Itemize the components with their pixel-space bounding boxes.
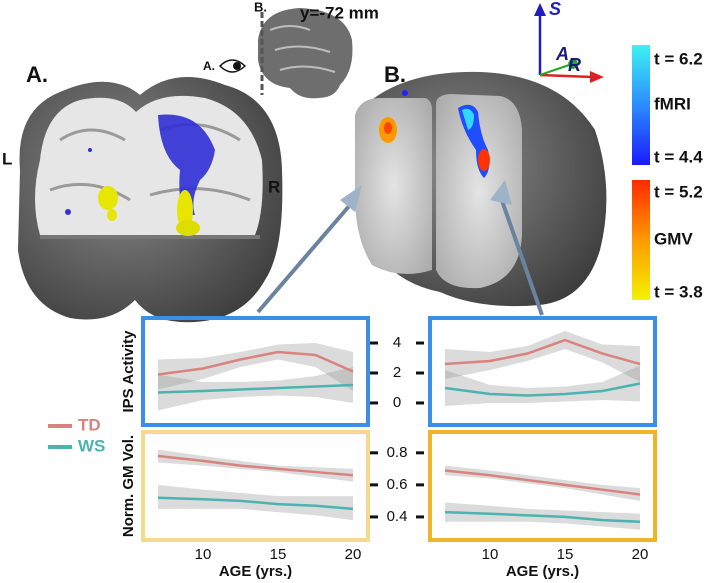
brain-b bbox=[256, 71, 607, 316]
x-tick-label: 10 bbox=[195, 546, 212, 563]
x-axis-label: AGE (yrs.) bbox=[219, 563, 292, 580]
colorbar-label: fMRI bbox=[654, 94, 691, 113]
y-axis-label: IPS Activity bbox=[120, 330, 137, 413]
axes-gizmo bbox=[534, 3, 604, 83]
x-tick-label: 10 bbox=[482, 546, 499, 563]
chart-frame bbox=[141, 316, 370, 427]
axis-letter: S bbox=[549, 0, 561, 19]
line bbox=[157, 454, 354, 477]
line bbox=[157, 496, 354, 511]
chart-frame bbox=[428, 430, 657, 542]
confidence-band bbox=[445, 331, 640, 382]
chart-frame bbox=[428, 316, 657, 427]
colorbar-label: t = 5.2 bbox=[654, 182, 703, 201]
colorbar-label: t = 4.4 bbox=[654, 147, 703, 166]
x-tick-label: 20 bbox=[345, 546, 362, 563]
y-tick-label: 0.4 bbox=[387, 508, 408, 525]
confidence-band bbox=[445, 365, 640, 406]
x-tick-label: 15 bbox=[270, 546, 287, 563]
side-label: L bbox=[2, 149, 12, 168]
line bbox=[444, 469, 641, 496]
inset-brain bbox=[218, 8, 353, 99]
line bbox=[444, 510, 641, 523]
y-tick-label: 0.6 bbox=[387, 476, 408, 493]
line bbox=[444, 382, 641, 397]
colorbar bbox=[632, 180, 650, 300]
panel-label: A. bbox=[26, 62, 48, 87]
x-axis-label: AGE (yrs.) bbox=[506, 563, 579, 580]
brain-a bbox=[18, 77, 283, 323]
side-label: R bbox=[268, 177, 280, 196]
colorbar-label: GMV bbox=[654, 229, 693, 248]
slice-label: y=-72 mm bbox=[300, 3, 379, 22]
colorbar-label: t = 3.8 bbox=[654, 282, 703, 301]
y-axis-label: Norm. GM Vol. bbox=[120, 435, 137, 537]
line bbox=[157, 350, 354, 376]
axis-letter: A bbox=[555, 44, 569, 64]
y-tick-label: 0.8 bbox=[387, 444, 408, 461]
line bbox=[157, 383, 354, 394]
colorbar-label: t = 6.2 bbox=[654, 49, 703, 68]
line bbox=[444, 338, 641, 366]
chart-frame bbox=[141, 430, 370, 542]
legend-label: WS bbox=[78, 436, 105, 455]
confidence-band bbox=[158, 449, 353, 482]
y-tick-label: 4 bbox=[393, 334, 401, 351]
x-tick-label: 15 bbox=[557, 546, 574, 563]
y-tick-label: 2 bbox=[393, 364, 401, 381]
confidence-band bbox=[445, 465, 640, 501]
y-tick-label: 0 bbox=[393, 394, 401, 411]
legend-label: TD bbox=[78, 415, 101, 434]
inset-label: A. bbox=[203, 59, 215, 73]
axis-letter: R bbox=[568, 55, 581, 75]
x-tick-label: 20 bbox=[632, 546, 649, 563]
colorbar bbox=[632, 45, 650, 165]
inset-label: B. bbox=[254, 0, 267, 14]
panel-label: B. bbox=[384, 62, 406, 87]
